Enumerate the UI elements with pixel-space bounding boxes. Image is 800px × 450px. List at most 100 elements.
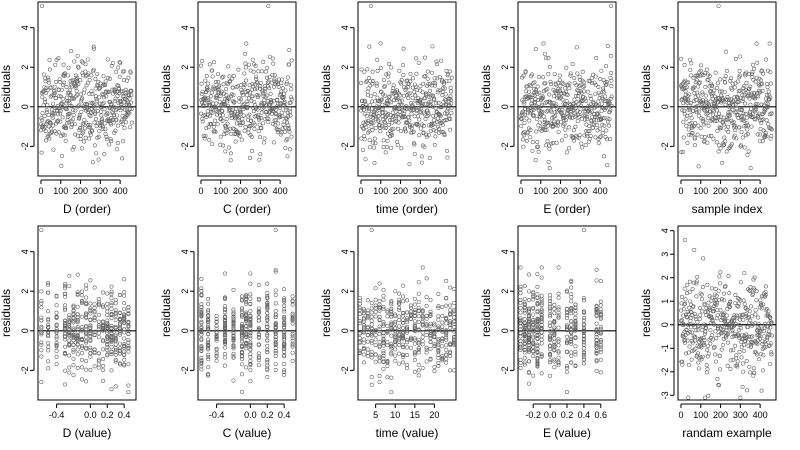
data-point — [428, 88, 433, 93]
data-point — [681, 135, 686, 140]
data-point — [432, 321, 437, 326]
data-point — [759, 120, 764, 125]
data-point — [62, 71, 67, 76]
data-point — [555, 123, 560, 128]
data-point — [51, 111, 56, 116]
data-point — [436, 363, 441, 368]
data-point — [544, 127, 549, 132]
data-point — [742, 271, 747, 276]
data-point — [527, 105, 532, 110]
data-point — [389, 65, 394, 70]
data-point — [518, 297, 523, 302]
data-point — [208, 114, 213, 119]
data-point — [199, 302, 204, 307]
data-point — [282, 347, 287, 352]
data-point — [452, 319, 457, 324]
data-point — [273, 301, 278, 306]
data-point — [122, 277, 127, 282]
x-tick-label: 0 — [358, 186, 363, 196]
data-point — [77, 127, 82, 132]
data-point — [290, 335, 295, 340]
data-point — [63, 281, 68, 286]
data-point — [96, 301, 101, 306]
data-point — [535, 323, 540, 328]
data-point — [248, 347, 253, 352]
data-point — [416, 373, 421, 378]
data-point — [586, 128, 591, 133]
data-point — [383, 121, 388, 126]
data-point — [420, 319, 425, 324]
data-point — [366, 108, 371, 113]
data-point — [576, 88, 581, 93]
data-point — [121, 78, 126, 83]
data-point — [71, 335, 76, 340]
y-tick-label: 0 — [660, 322, 670, 327]
data-point — [767, 41, 772, 46]
x-tick-label: 300 — [93, 186, 108, 196]
data-point — [397, 328, 402, 333]
data-point — [98, 109, 103, 114]
data-point — [704, 100, 709, 105]
data-point — [564, 341, 569, 346]
data-point — [558, 84, 563, 89]
data-point — [607, 101, 612, 106]
data-point — [85, 57, 90, 62]
data-point — [569, 308, 574, 313]
data-point — [265, 332, 270, 337]
data-point — [88, 330, 93, 335]
data-point — [535, 344, 540, 349]
data-point — [243, 65, 248, 70]
data-point — [748, 344, 753, 349]
data-point — [716, 111, 721, 116]
data-point — [359, 67, 364, 72]
data-point — [608, 137, 613, 142]
data-point — [238, 112, 243, 117]
data-point — [526, 298, 531, 303]
data-point — [452, 341, 457, 346]
data-point — [679, 56, 684, 61]
data-point — [364, 113, 369, 118]
y-tick-label: 0 — [500, 104, 510, 109]
data-point — [713, 70, 718, 75]
data-point — [718, 77, 723, 82]
data-point — [563, 127, 568, 132]
data-point — [712, 88, 717, 93]
data-point — [46, 282, 51, 287]
y-tick-label: 4 — [660, 228, 670, 233]
data-point — [448, 127, 453, 132]
data-point — [71, 342, 76, 347]
data-point — [440, 313, 445, 318]
y-axis-title: residuals — [0, 65, 13, 113]
data-point — [564, 150, 569, 155]
data-point — [357, 306, 362, 311]
data-point — [428, 297, 433, 302]
data-point — [705, 354, 710, 359]
data-point — [393, 93, 398, 98]
data-point — [107, 89, 112, 94]
data-point — [552, 110, 557, 115]
data-point — [723, 74, 728, 79]
data-point — [378, 41, 383, 46]
data-point — [282, 129, 287, 134]
data-point — [712, 298, 717, 303]
data-point — [231, 73, 236, 78]
data-point — [84, 300, 89, 305]
data-point — [564, 89, 569, 94]
data-point — [403, 120, 408, 125]
data-point — [685, 140, 690, 145]
data-point — [78, 137, 83, 142]
data-point — [275, 130, 280, 135]
data-point — [381, 366, 386, 371]
data-point — [698, 291, 703, 296]
data-point — [369, 333, 374, 338]
data-point — [761, 71, 766, 76]
data-point — [67, 315, 72, 320]
data-point — [428, 334, 433, 339]
data-point — [47, 57, 52, 62]
data-point — [231, 320, 236, 325]
data-point — [377, 345, 382, 350]
data-point — [716, 96, 721, 101]
data-point — [206, 372, 211, 377]
data-point — [448, 351, 453, 356]
data-point — [526, 349, 531, 354]
